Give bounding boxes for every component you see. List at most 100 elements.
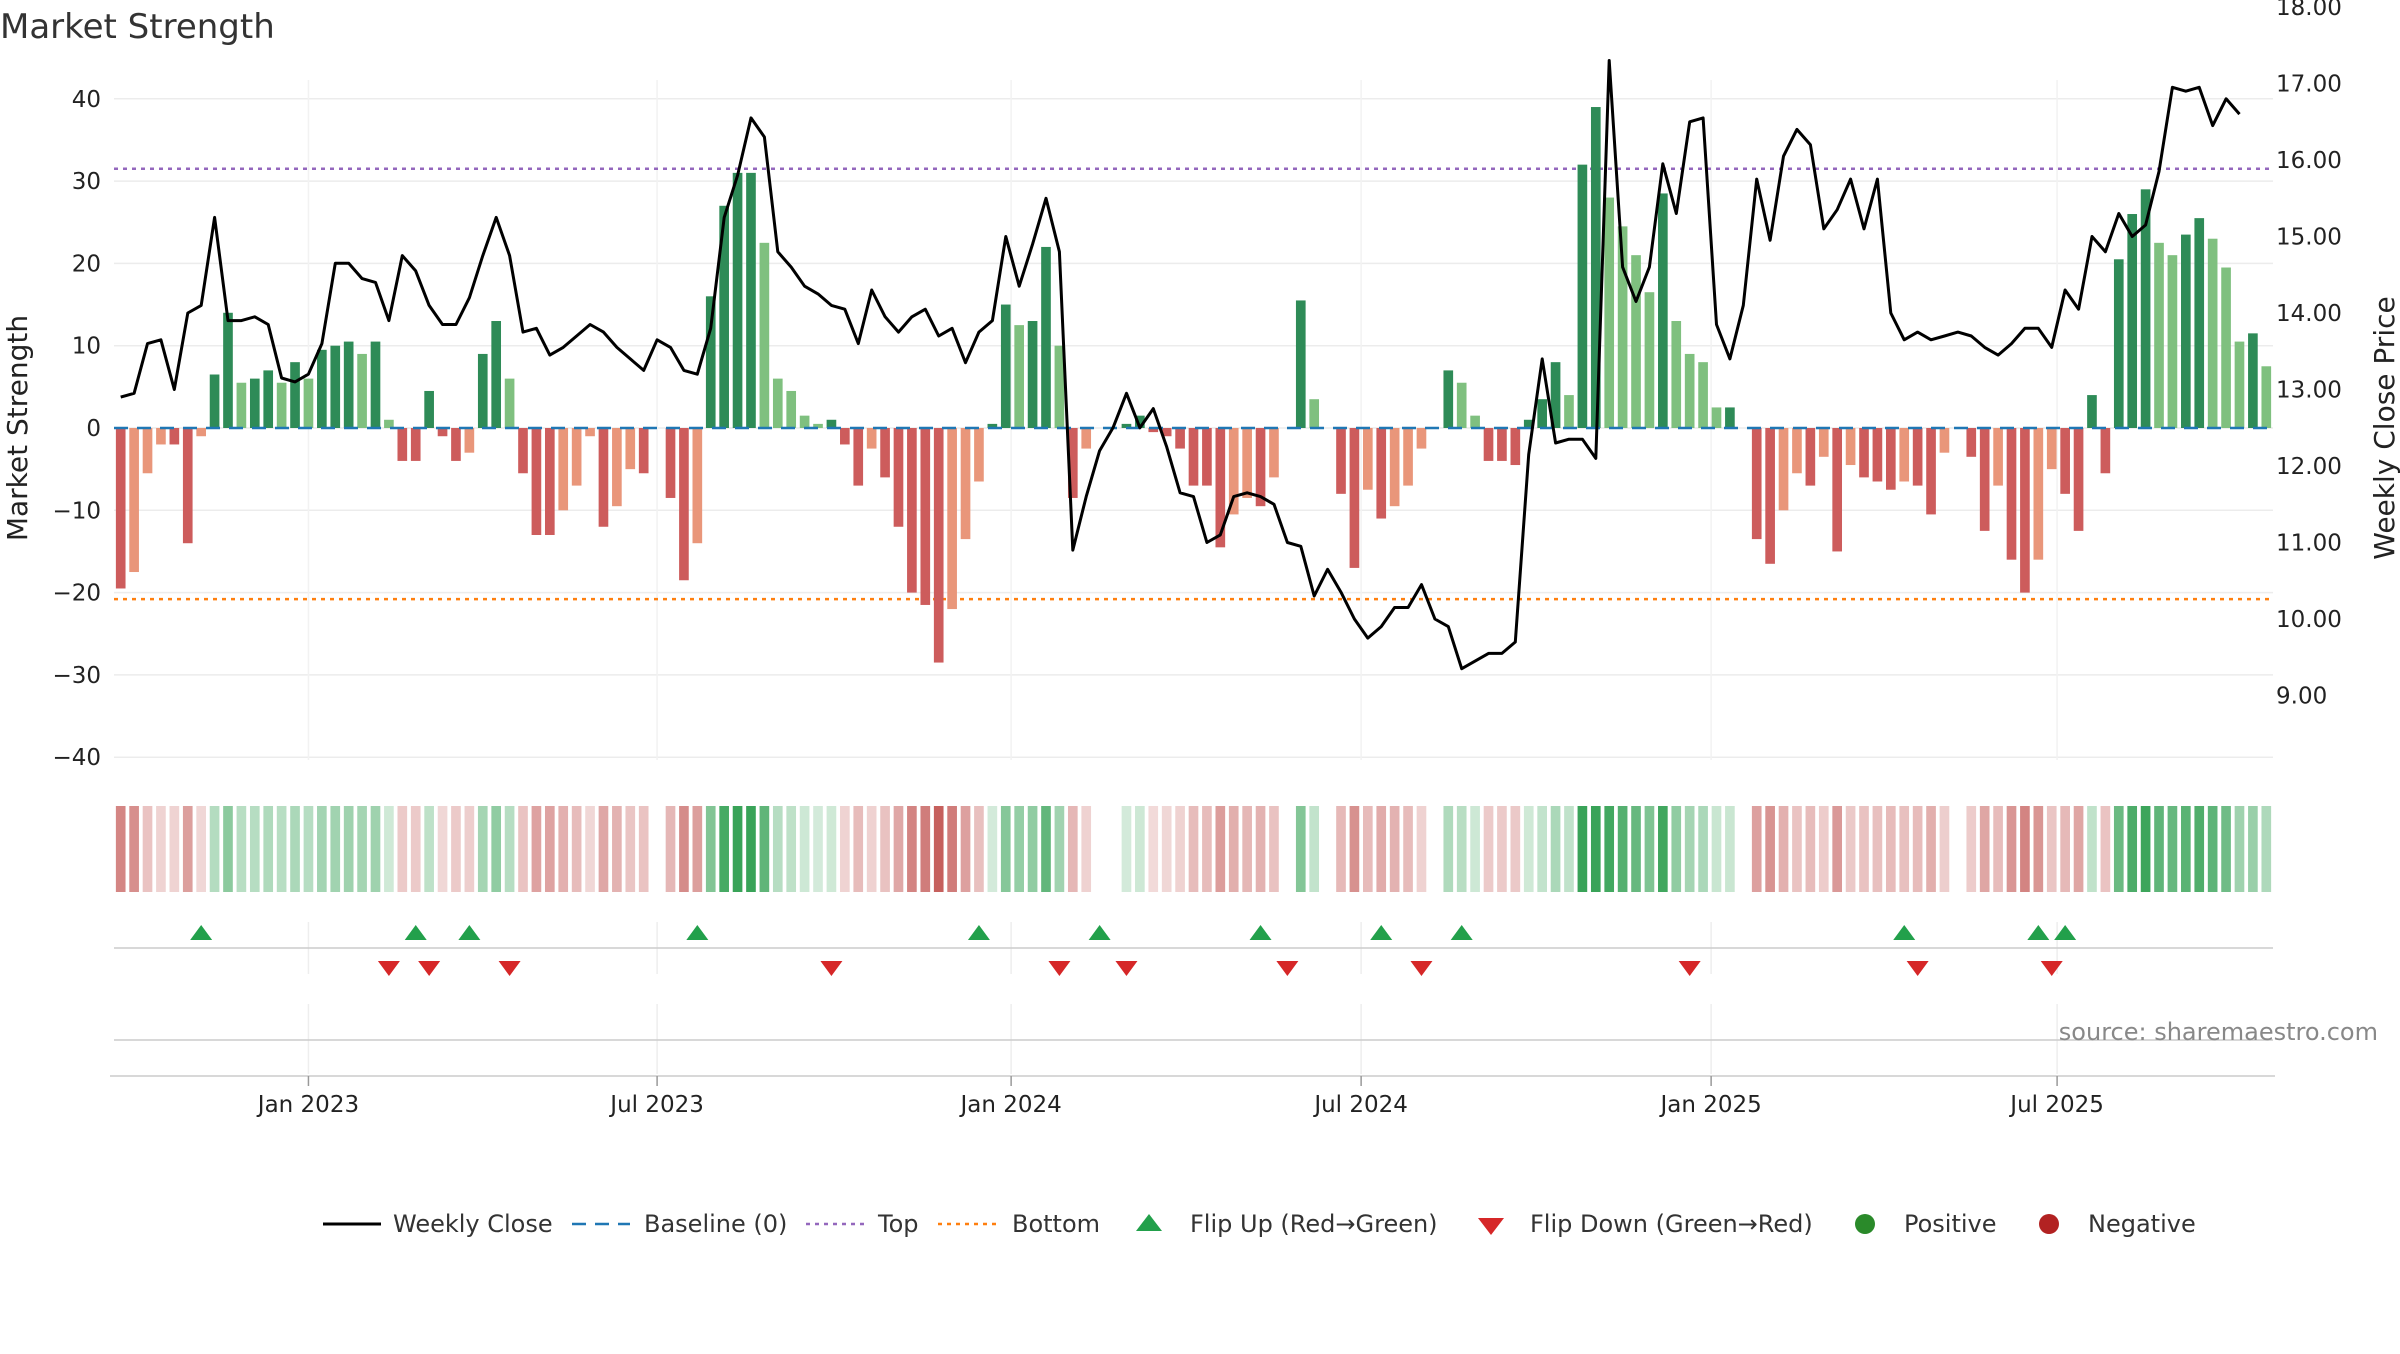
heat-cell	[1966, 806, 1977, 892]
heat-cell	[1215, 806, 1226, 892]
heat-cell	[1081, 806, 1092, 892]
heat-cell	[907, 806, 917, 892]
heat-cell	[544, 806, 555, 892]
strength-bar	[1939, 428, 1950, 453]
flip-down-marker	[418, 961, 441, 976]
heat-cell	[585, 806, 595, 892]
heat-cell	[665, 806, 676, 892]
left-tick-label: −10	[52, 498, 101, 524]
heat-cell	[451, 806, 461, 892]
heat-cell	[115, 806, 126, 892]
heat-cell	[1161, 806, 1172, 892]
strength-bar	[1751, 428, 1762, 540]
strength-bar	[1456, 382, 1467, 428]
heat-cell	[692, 806, 703, 892]
heat-cell	[1926, 806, 1936, 892]
strength-bar	[612, 428, 622, 507]
strength-bar	[397, 428, 408, 461]
heat-cell	[1631, 806, 1641, 892]
strength-bar	[1443, 370, 1454, 428]
strength-bar	[813, 423, 823, 428]
heat-cell	[1872, 806, 1883, 892]
strength-bar	[2113, 259, 2124, 428]
legend-item: Weekly Close	[323, 1210, 553, 1238]
heat-cell	[156, 806, 166, 892]
strength-bar	[1255, 428, 1266, 507]
flip-down-marker	[377, 961, 400, 976]
heat-cell	[317, 806, 327, 892]
strength-bar	[1497, 428, 1507, 461]
heat-cell	[437, 806, 448, 892]
strength-bar	[2140, 189, 2151, 428]
right-axis: 18.00 17.00 16.00 15.00 14.00 13.00 12.00 11.00…	[2276, 0, 2342, 710]
strength-bar	[1711, 407, 1722, 428]
heat-cell	[2127, 806, 2138, 892]
weekly-close-line-group	[120, 59, 2241, 671]
x-tick-label: Jul 2025	[2008, 1092, 2104, 1118]
strength-bar	[665, 428, 676, 498]
strength-bar	[974, 428, 984, 482]
strength-bar	[223, 312, 233, 428]
heat-cell	[1684, 806, 1695, 892]
heat-cell	[679, 806, 689, 892]
strength-bar	[759, 242, 770, 428]
strength-bar	[1604, 197, 1615, 428]
flip-up-marker	[967, 925, 990, 940]
strength-bar	[826, 419, 837, 428]
right-tick-label: 13.00	[2276, 378, 2342, 404]
heat-cell	[1242, 806, 1252, 892]
legend-label: Positive	[1904, 1210, 1997, 1238]
heat-cell	[1523, 806, 1534, 892]
heat-cell	[1885, 806, 1896, 892]
strength-bar	[1121, 423, 1132, 428]
strength-bar	[424, 390, 434, 428]
heat-cell	[1577, 806, 1588, 892]
heat-cell	[1939, 806, 1950, 892]
heat-cell	[1510, 806, 1521, 892]
heat-cell	[1832, 806, 1843, 892]
strength-bar	[1336, 428, 1346, 494]
heat-cell	[947, 806, 957, 892]
strength-bar	[1845, 428, 1856, 466]
strength-bar	[1523, 419, 1534, 428]
flip-up-marker	[2027, 925, 2050, 940]
strength-bar	[249, 378, 260, 428]
heat-cell	[1604, 806, 1615, 892]
heat-cell	[357, 806, 367, 892]
strength-bar	[209, 374, 220, 428]
strength-bar	[115, 428, 126, 589]
heat-cell	[920, 806, 931, 892]
heat-cell	[746, 806, 756, 892]
heat-cell	[2100, 806, 2111, 892]
x-tick-label: Jul 2023	[608, 1092, 704, 1118]
heat-cell	[1671, 806, 1682, 892]
flip-down-marker	[1906, 961, 1929, 976]
heat-cell	[330, 806, 341, 892]
strength-bar	[1148, 428, 1159, 433]
x-tick-label: Jan 2024	[958, 1092, 1061, 1118]
heat-cell	[424, 806, 434, 892]
legend-label: Top	[877, 1210, 919, 1238]
right-tick-label: 16.00	[2276, 148, 2342, 174]
heat-cell	[1483, 806, 1494, 892]
heat-cell	[1443, 806, 1454, 892]
heat-cell	[2234, 806, 2245, 892]
strength-bar	[866, 428, 877, 449]
strength-bar	[1416, 428, 1427, 449]
heat-cell	[129, 806, 139, 892]
heat-cell	[263, 806, 274, 892]
strength-bar	[933, 428, 944, 663]
heat-cell	[1912, 806, 1923, 892]
strength-bar	[1376, 428, 1387, 519]
strength-bar	[1792, 428, 1802, 474]
heat-cell	[1564, 806, 1574, 892]
strength-bar	[1041, 246, 1051, 428]
heat-cell	[2140, 806, 2151, 892]
heat-cell	[384, 806, 394, 892]
strength-bar	[2181, 234, 2191, 428]
heat-cell	[236, 806, 247, 892]
strength-bar	[987, 423, 998, 428]
heat-cell	[209, 806, 220, 892]
strength-bar	[2087, 395, 2097, 428]
strength-bar	[1698, 362, 1708, 428]
